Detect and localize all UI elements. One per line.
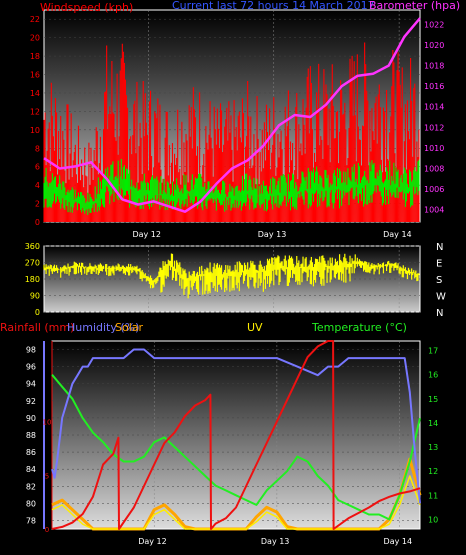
y-tick-humidity-82: 82: [26, 482, 36, 491]
y-tick-dir-360: 360: [25, 242, 40, 251]
y-tick-temp-16: 16: [428, 371, 438, 380]
chart1-title: Current last 72 hours 14 March 2017: [172, 0, 375, 12]
legend-temperature: Temperature (°C): [311, 321, 407, 334]
chart1-left-axis-label: Windspeed (kph): [40, 1, 133, 14]
y-tick-temp-10: 10: [428, 515, 438, 524]
y-tick-wind-8: 8: [35, 144, 40, 153]
y-tick-wind-6: 6: [35, 163, 40, 172]
y-tick-wind-0: 0: [35, 218, 40, 227]
y-tick-dir-0: 0: [35, 308, 40, 317]
y-tick-temp-11: 11: [428, 491, 438, 500]
legend-humidity: Humidity (%): [67, 321, 139, 334]
y-tick-temp-12: 12: [428, 467, 438, 476]
x-tick-day-12: Day 12: [132, 230, 161, 239]
chart3-series: [51, 340, 422, 531]
y-tick-baro-1018: 1018: [424, 62, 444, 71]
y-tick-baro-1014: 1014: [424, 103, 444, 112]
y-tick-humidity-94: 94: [26, 380, 36, 389]
legend-solar: Solar: [115, 321, 144, 334]
y-tick-temp-14: 14: [428, 419, 438, 428]
y-tick-wind-2: 2: [35, 200, 40, 209]
y-tick-temp-15: 15: [428, 395, 438, 404]
y-tick-wind-12: 12: [30, 107, 40, 116]
legend-uv: UV: [247, 321, 263, 334]
y-tick-dir-270: 270: [25, 259, 40, 268]
compass-label-1: W: [436, 292, 446, 303]
y-tick-baro-1004: 1004: [424, 206, 444, 215]
y-tick-humidity-80: 80: [26, 499, 36, 508]
compass-label-4: N: [436, 242, 443, 253]
barometer-line: [43, 17, 421, 213]
y-tick-wind-20: 20: [30, 34, 40, 43]
y-tick-wind-22: 22: [30, 15, 40, 24]
y-tick-humidity-78: 78: [26, 516, 36, 525]
y-tick-baro-1020: 1020: [424, 41, 444, 50]
y-tick-wind-14: 14: [30, 89, 40, 98]
y-tick-baro-1016: 1016: [424, 82, 444, 91]
y-tick-baro-1022: 1022: [424, 20, 444, 29]
y-tick-wind-18: 18: [30, 52, 40, 61]
chart1-tick-labels: 0246810121416182022100410061008101010121…: [30, 15, 445, 239]
y-tick-humidity-86: 86: [26, 448, 36, 457]
y-tick-baro-1006: 1006: [424, 185, 444, 194]
y-tick-humidity-90: 90: [26, 414, 36, 423]
x-tick-day-12: Day 12: [138, 537, 167, 546]
x-tick-day-14: Day 14: [384, 537, 413, 546]
compass-label-0: N: [436, 308, 443, 319]
compass-label-2: S: [436, 275, 442, 286]
y-tick-baro-1012: 1012: [424, 123, 444, 132]
y-tick-wind-16: 16: [30, 71, 40, 80]
y-tick-rain-5: 5: [45, 472, 49, 480]
y-tick-humidity-88: 88: [26, 431, 36, 440]
y-tick-humidity-84: 84: [26, 465, 36, 474]
y-tick-humidity-92: 92: [26, 397, 36, 406]
rainfall-line: [51, 340, 421, 530]
y-tick-humidity-96: 96: [26, 363, 36, 372]
x-tick-day-14: Day 14: [383, 230, 412, 239]
chart3-tick-labels: 78 80 82 84 86 88 90 92 94 96 98 0 5 10 10 11 12 13 14 15 16…: [26, 346, 438, 546]
y-tick-dir-180: 180: [25, 275, 40, 284]
y-tick-temp-13: 13: [428, 443, 438, 452]
y-tick-baro-1010: 1010: [424, 144, 444, 153]
compass-label-3: E: [436, 259, 442, 270]
wind-average-band: [43, 158, 420, 215]
humidity-line: [51, 348, 421, 504]
y-tick-baro-1008: 1008: [424, 164, 444, 173]
chart1-right-axis-label: Barometer (hpa): [369, 0, 460, 12]
chart2-series: [43, 253, 420, 299]
legend-rainfall: Rainfall (mm): [0, 321, 74, 334]
y-tick-humidity-98: 98: [26, 346, 36, 355]
chart1-series: [43, 17, 421, 222]
wind-direction-trace: [43, 253, 420, 299]
wind-baro-chart: 0246810121416182022100410061008101010121…: [30, 0, 460, 239]
rain-humidity-temp-chart: 78 80 82 84 86 88 90 92 94 96 98 0 5 10 10 11 12 13 14 15 16…: [0, 321, 438, 546]
y-tick-wind-4: 4: [35, 181, 40, 190]
y-tick-rain-10: 10: [43, 419, 52, 427]
y-tick-wind-10: 10: [30, 126, 40, 135]
x-tick-day-13: Day 13: [258, 230, 287, 239]
x-tick-day-13: Day 13: [261, 537, 290, 546]
uv-line: [51, 475, 421, 530]
y-tick-temp-17: 17: [428, 347, 438, 356]
y-tick-rain-0: 0: [45, 526, 49, 534]
y-tick-dir-90: 90: [30, 292, 40, 301]
